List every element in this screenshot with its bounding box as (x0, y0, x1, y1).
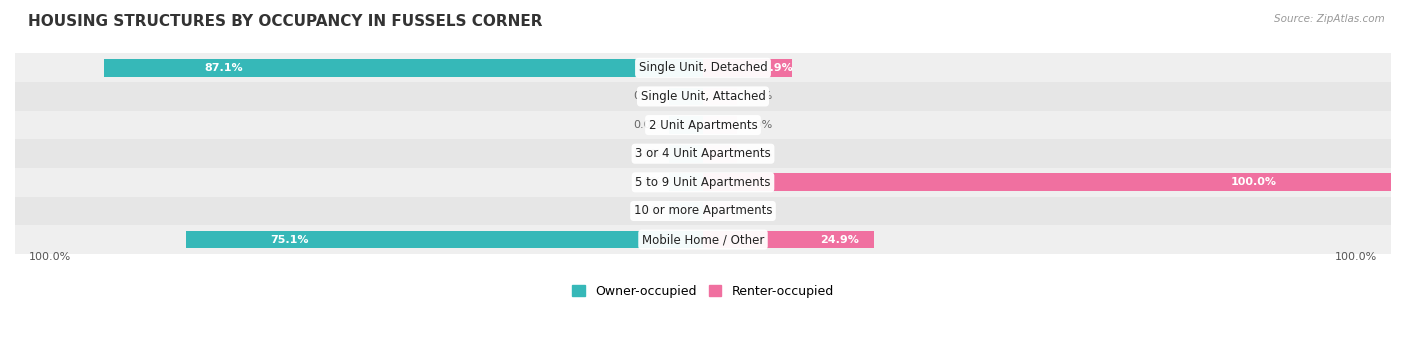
Text: 12.9%: 12.9% (755, 63, 793, 73)
Text: 3 or 4 Unit Apartments: 3 or 4 Unit Apartments (636, 147, 770, 160)
Bar (703, 173, 1391, 191)
Bar (669, 145, 703, 162)
Text: 10 or more Apartments: 10 or more Apartments (634, 205, 772, 218)
Text: 24.9%: 24.9% (821, 235, 859, 245)
Text: 5 to 9 Unit Apartments: 5 to 9 Unit Apartments (636, 176, 770, 189)
Bar (15, 82, 1391, 111)
Text: 100.0%: 100.0% (1334, 252, 1378, 262)
Text: Source: ZipAtlas.com: Source: ZipAtlas.com (1274, 14, 1385, 24)
Text: 0.0%: 0.0% (634, 120, 662, 130)
Text: 100.0%: 100.0% (1230, 177, 1277, 187)
Bar (15, 197, 1391, 225)
Bar (703, 59, 792, 77)
Bar (15, 111, 1391, 140)
Bar (669, 202, 703, 220)
Bar (15, 53, 1391, 82)
Bar (15, 225, 1391, 254)
Bar (703, 145, 737, 162)
Text: 0.0%: 0.0% (744, 120, 772, 130)
Text: 0.0%: 0.0% (744, 91, 772, 102)
Text: 0.0%: 0.0% (634, 91, 662, 102)
Text: 87.1%: 87.1% (204, 63, 243, 73)
Text: 0.0%: 0.0% (634, 177, 662, 187)
Bar (15, 140, 1391, 168)
Text: HOUSING STRUCTURES BY OCCUPANCY IN FUSSELS CORNER: HOUSING STRUCTURES BY OCCUPANCY IN FUSSE… (28, 14, 543, 29)
Text: 100.0%: 100.0% (28, 252, 72, 262)
Bar (703, 231, 875, 249)
Bar (703, 116, 737, 134)
Bar (15, 168, 1391, 197)
Bar (703, 202, 737, 220)
Text: 0.0%: 0.0% (634, 206, 662, 216)
Bar (669, 116, 703, 134)
Text: Single Unit, Attached: Single Unit, Attached (641, 90, 765, 103)
Bar (703, 88, 737, 105)
Bar (187, 231, 703, 249)
Text: 75.1%: 75.1% (270, 235, 309, 245)
Text: Mobile Home / Other: Mobile Home / Other (641, 233, 765, 246)
Text: 2 Unit Apartments: 2 Unit Apartments (648, 119, 758, 132)
Text: 0.0%: 0.0% (744, 149, 772, 159)
Text: 0.0%: 0.0% (744, 206, 772, 216)
Text: Single Unit, Detached: Single Unit, Detached (638, 61, 768, 74)
Bar (104, 59, 703, 77)
Bar (669, 88, 703, 105)
Text: 0.0%: 0.0% (634, 149, 662, 159)
Bar (669, 173, 703, 191)
Legend: Owner-occupied, Renter-occupied: Owner-occupied, Renter-occupied (572, 285, 834, 298)
